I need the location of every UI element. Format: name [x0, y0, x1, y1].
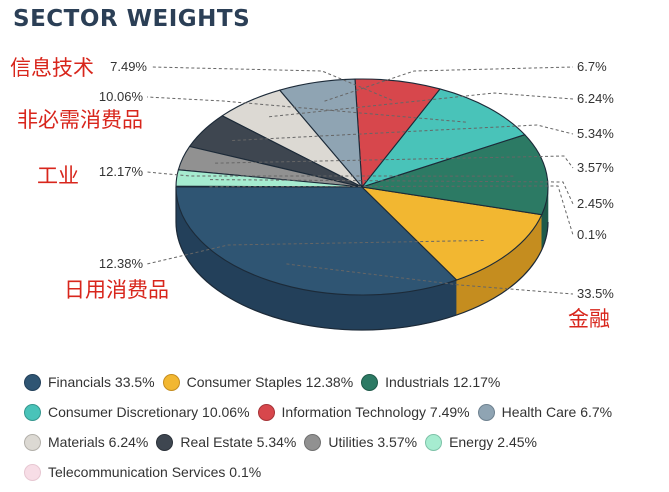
legend-swatch: [425, 433, 443, 451]
legend-swatch: [361, 373, 379, 391]
legend-swatch: [24, 433, 41, 451]
legend-label: Financials 33.5%: [48, 374, 155, 390]
leader-materials: [269, 92, 574, 118]
leader-consumer-discretionary: [146, 96, 466, 123]
cn-label-consumer-discretionary: 非必需消费品: [17, 108, 143, 132]
leader-consumer-staples: [146, 239, 484, 265]
cn-label-consumer-staples: 日用消费品: [64, 278, 169, 302]
pie-slice-consumer-staples: [361, 186, 543, 281]
legend-label: Consumer Discretionary 10.06%: [48, 404, 250, 420]
leader-information-technology: [150, 66, 393, 101]
data-label-consumer-discretionary: 10.06%: [99, 89, 144, 104]
chart-legend: Financials 33.5% Consumer Staples 12.38% I…: [24, 372, 664, 492]
pie-chart: 33.5% 金融 12.38% 日用消费品 12.17% 工业 10.06% 非必需消费品 7.…: [10, 56, 614, 331]
leader-industrials: [146, 171, 514, 177]
legend-item-utilities: Utilities 3.57%: [304, 433, 418, 451]
pie-bottom-edge: [175, 221, 549, 331]
leader-utilities: [215, 155, 574, 169]
legend-label: Materials 6.24%: [48, 434, 149, 450]
legend-item-information-technology: Information Technology 7.49%: [257, 403, 470, 421]
pie-slices: [175, 78, 549, 296]
legend-swatch: [24, 373, 41, 391]
leader-telecommunication-services: [209, 185, 574, 236]
pie-slice-financials: [175, 186, 458, 296]
legend-item-energy: Energy 2.45%: [425, 433, 538, 451]
legend-label: Energy 2.45%: [449, 434, 538, 450]
legend-item-real-estate: Real Estate 5.34%: [156, 433, 297, 451]
legend-label: Industrials 12.17%: [385, 374, 501, 390]
legend-swatch: [257, 403, 275, 421]
legend-row: Materials 6.24% Real Estate 5.34% Utilitie…: [24, 432, 664, 452]
legend-swatch: [477, 403, 495, 421]
data-label-industrials: 12.17%: [99, 164, 144, 179]
legend-item-consumer-staples: Consumer Staples 12.38%: [162, 373, 354, 391]
legend-swatch: [304, 433, 322, 451]
pie-slice-consumer-discretionary: [361, 88, 526, 188]
legend-swatch: [162, 373, 180, 391]
leader-real-estate: [232, 124, 574, 142]
legend-item-industrials: Industrials 12.17%: [361, 373, 501, 391]
data-label-materials: 6.24%: [577, 91, 614, 106]
leader-health-care: [324, 66, 574, 102]
pie-labels: 33.5% 金融 12.38% 日用消费品 12.17% 工业 10.06% 非必需消费品 7.…: [10, 56, 614, 331]
legend-item-telecommunication-services: Telecommunication Services 0.1%: [24, 463, 262, 481]
data-label-financials: 33.5%: [577, 286, 614, 301]
legend-swatch: [156, 433, 174, 451]
cn-label-financials: 金融: [568, 307, 610, 331]
cn-label-industrials: 工业: [37, 164, 79, 188]
legend-label: Information Technology 7.49%: [281, 404, 470, 420]
pie-slice-industrials: [361, 134, 549, 216]
legend-item-health-care: Health Care 6.7%: [477, 403, 613, 421]
legend-label: Health Care 6.7%: [501, 404, 613, 420]
data-label-consumer-staples: 12.38%: [99, 256, 144, 271]
legend-row: Financials 33.5% Consumer Staples 12.38% I…: [24, 372, 664, 392]
data-label-telecommunication-services: 0.1%: [577, 227, 607, 242]
legend-swatch: [24, 463, 41, 481]
legend-swatch: [24, 403, 41, 421]
leader-financials: [286, 263, 574, 295]
pie-slice-telecommunication-services: [175, 185, 363, 188]
data-label-utilities: 3.57%: [577, 160, 614, 175]
legend-label: Telecommunication Services 0.1%: [48, 464, 262, 480]
data-label-information-technology: 7.49%: [110, 59, 147, 74]
leader-energy: [210, 179, 574, 205]
legend-label: Utilities 3.57%: [328, 434, 418, 450]
legend-label: Consumer Staples 12.38%: [186, 374, 354, 390]
legend-item-financials: Financials 33.5%: [24, 373, 155, 391]
legend-item-consumer-discretionary: Consumer Discretionary 10.06%: [24, 403, 250, 421]
cn-label-information-technology: 信息技术: [10, 56, 94, 80]
chart-title: SECTOR WEIGHTS: [13, 6, 251, 32]
legend-row: Consumer Discretionary 10.06% Information…: [24, 402, 664, 422]
legend-row: Telecommunication Services 0.1%: [24, 462, 664, 482]
data-label-health-care: 6.7%: [577, 59, 607, 74]
data-label-real-estate: 5.34%: [577, 126, 614, 141]
legend-item-materials: Materials 6.24%: [24, 433, 149, 451]
legend-label: Real Estate 5.34%: [180, 434, 297, 450]
data-label-energy: 2.45%: [577, 196, 614, 211]
